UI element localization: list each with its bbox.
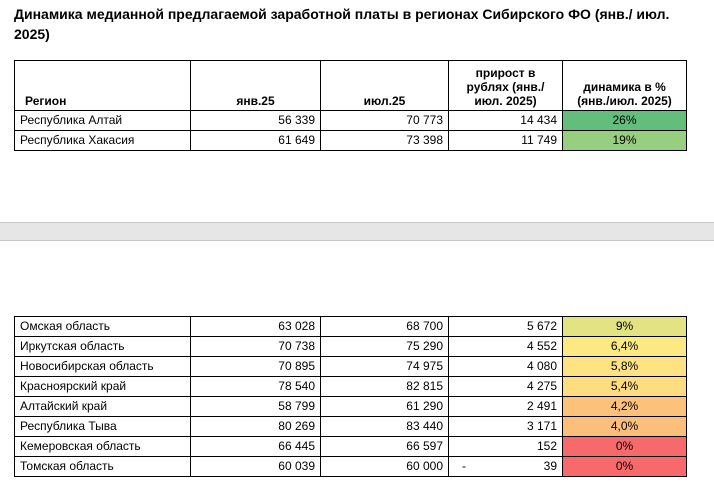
cell: 61 290 <box>320 396 449 417</box>
cell: 68 700 <box>320 316 449 337</box>
cell: 70 773 <box>320 110 449 131</box>
cell-value: 39 <box>543 459 557 473</box>
cell: 4 552 <box>448 336 563 357</box>
cell: 58 799 <box>190 396 321 417</box>
cell: 66 445 <box>190 436 321 457</box>
cell: 70 738 <box>190 336 321 357</box>
cell: 73 398 <box>320 130 449 151</box>
percent-cell: 9% <box>562 316 687 337</box>
row: Республика Тыва 80 269 83 440 3 171 4,0% <box>14 416 687 437</box>
row: Кемеровская область 66 445 66 597 152 0% <box>14 436 687 457</box>
percent-cell: 0% <box>562 456 687 477</box>
separator-band <box>0 222 714 241</box>
cell: 70 895 <box>190 356 321 377</box>
cell: 4 275 <box>448 376 563 397</box>
cell: 3 171 <box>448 416 563 437</box>
percent-cell: 0% <box>562 436 687 457</box>
table-bottom: Омская область 63 028 68 700 5 672 9% Иркутск… <box>14 316 687 477</box>
cell: 5 672 <box>448 316 563 337</box>
percent-cell: 5,4% <box>562 376 687 397</box>
percent-cell: 4,2% <box>562 396 687 417</box>
percent-cell: 6,4% <box>562 336 687 357</box>
header-cell: динамика в % (янв./июл. 2025) <box>562 60 687 111</box>
percent-cell: 26% <box>562 110 687 131</box>
cell: Алтайский край <box>14 396 191 417</box>
cell: 56 339 <box>190 110 321 131</box>
row: Республика Хакасия 61 649 73 398 11 749 19% <box>14 130 687 151</box>
cell: 11 749 <box>448 130 563 151</box>
cell: 80 269 <box>190 416 321 437</box>
cell: 60 000 <box>320 456 449 477</box>
cell: 63 028 <box>190 316 321 337</box>
sign: - <box>462 459 466 473</box>
header-row: Регион янв.25 июл.25 прирост в рублях (янв.… <box>14 60 687 111</box>
cell: Республика Хакасия <box>14 130 191 151</box>
cell: 14 434 <box>448 110 563 131</box>
row: Иркутская область 70 738 75 290 4 552 6,4% <box>14 336 687 357</box>
header-cell: июл.25 <box>320 60 449 111</box>
percent-cell: 4,0% <box>562 416 687 437</box>
cell: 78 540 <box>190 376 321 397</box>
cell: 152 <box>448 436 563 457</box>
cell: 75 290 <box>320 336 449 357</box>
header-cell: прирост в рублях (янв./ июл. 2025) <box>448 60 563 111</box>
cell: Омская область <box>14 316 191 337</box>
title: Динамика медианной предлагаемой заработн… <box>14 6 670 42</box>
percent-cell: 19% <box>562 130 687 151</box>
cell: 61 649 <box>190 130 321 151</box>
header-cell: янв.25 <box>190 60 321 111</box>
row: Новосибирская область 70 895 74 975 4 080 5,… <box>14 356 687 377</box>
table-top: Регион янв.25 июл.25 прирост в рублях (янв.… <box>14 60 687 151</box>
cell: 2 491 <box>448 396 563 417</box>
percent-cell: 5,8% <box>562 356 687 377</box>
cell: Красноярский край <box>14 376 191 397</box>
row: Омская область 63 028 68 700 5 672 9% <box>14 316 687 337</box>
row: Томская область 60 039 60 000- 39 0% <box>14 456 687 477</box>
cell: Томская область <box>14 456 191 477</box>
cell: Иркутская область <box>14 336 191 357</box>
cell: 82 815 <box>320 376 449 397</box>
cell: - 39 <box>448 456 563 477</box>
cell: Новосибирская область <box>14 356 191 377</box>
row: Республика Алтай 56 339 70 773 14 434 26% <box>14 110 687 131</box>
cell: 60 039 <box>190 456 321 477</box>
cell: Кемеровская область <box>14 436 191 457</box>
header-cell: Регион <box>14 60 191 111</box>
cell: 74 975 <box>320 356 449 377</box>
cell: Республика Тыва <box>14 416 191 437</box>
cell: 4 080 <box>448 356 563 377</box>
cell: Республика Алтай <box>14 110 191 131</box>
cell: 83 440 <box>320 416 449 437</box>
row: Красноярский край 78 540 82 815 4 275 5,4% <box>14 376 687 397</box>
cell: 66 597 <box>320 436 449 457</box>
row: Алтайский край 58 799 61 290 2 491 4,2% <box>14 396 687 417</box>
